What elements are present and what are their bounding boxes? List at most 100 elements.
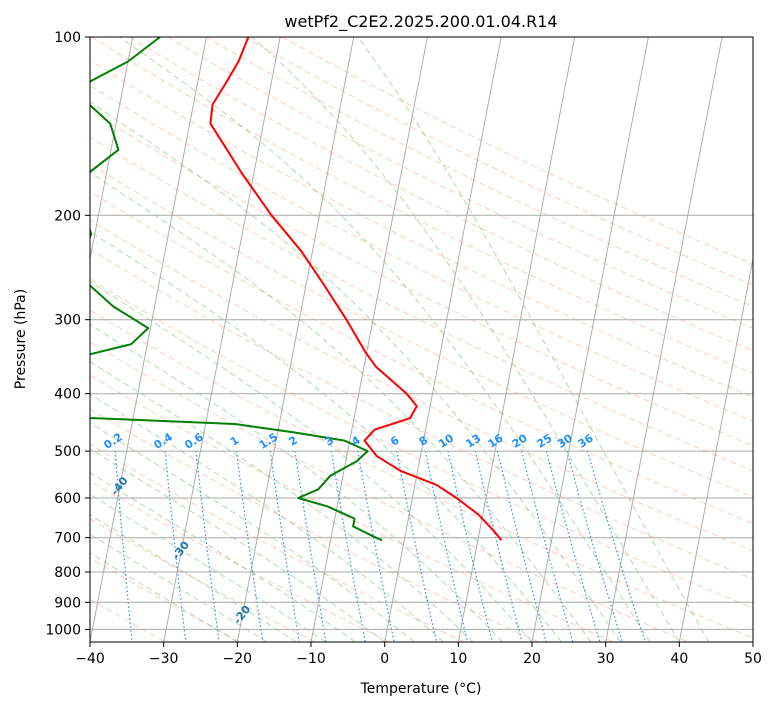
dry-adiabat (281, 37, 753, 265)
mixing-ratio-label: 25 (535, 432, 555, 451)
y-tick-label: 500 (54, 444, 81, 460)
mixing-ratio-label: 1.5 (257, 430, 280, 452)
x-tick-label: −10 (296, 651, 326, 667)
mixing-ratio-line (330, 451, 366, 642)
dry-adiabat (90, 374, 614, 642)
moist-adiabat (90, 493, 326, 642)
mixing-ratio-line (587, 450, 646, 642)
y-tick-label: 700 (54, 531, 81, 547)
x-tick-label: 20 (523, 651, 541, 667)
mixing-ratio-line (474, 450, 523, 642)
dry-adiabat (90, 518, 315, 642)
x-tick-label: 0 (380, 651, 389, 667)
isotherm-label: -20 (231, 603, 254, 627)
mixing-ratio-label: 20 (510, 431, 530, 450)
moist-adiabat (357, 37, 710, 642)
dry-adiabat (90, 408, 540, 642)
background-lines (0, 37, 753, 643)
mixing-ratio-line (496, 450, 547, 642)
mixing-ratio-label: 3 (323, 434, 337, 449)
y-axis: 100 200 300 400 500 600 700 800 900 1000 (45, 30, 90, 638)
mixing-ratio-line (269, 451, 300, 642)
moist-adiabat (90, 280, 533, 642)
dry-adiabat (90, 480, 390, 642)
mixing-ratio-line (114, 451, 133, 642)
y-tick-label: 900 (54, 595, 81, 611)
moist-adiabat (90, 230, 562, 642)
isotherm-label: -30 (170, 538, 193, 562)
sounding-profiles (90, 37, 503, 542)
dry-adiabat (129, 37, 753, 352)
dry-adiabat (90, 341, 689, 642)
y-tick-label: 200 (54, 208, 81, 224)
dry-adiabat (90, 278, 753, 609)
isotherm-line (90, 37, 134, 262)
mixing-ratio-label: 2 (286, 434, 300, 449)
isotherm-line (163, 37, 281, 642)
dry-adiabat (90, 110, 753, 447)
mixing-ratio-line (235, 451, 264, 642)
mixing-ratio-line (424, 450, 469, 642)
y-tick-label: 600 (54, 491, 81, 507)
x-axis-label: Temperature (°C) (360, 681, 482, 697)
y-tick-label: 1000 (45, 622, 81, 638)
dry-adiabat (90, 219, 753, 552)
temperature-profile (209, 37, 503, 541)
x-tick-label: −20 (223, 651, 253, 667)
dry-adiabat (90, 557, 241, 642)
moist-adiabat (90, 552, 238, 642)
isotherm-label: -40 (108, 474, 131, 498)
moist-adiabat (90, 101, 621, 642)
mixing-ratio-line (357, 451, 395, 642)
moist-adiabat (90, 323, 503, 642)
isotherm-line (236, 37, 355, 642)
dewpoint-profile (90, 37, 383, 542)
chart-title: wetPf2_C2E2.2025.200.01.04.R14 (284, 12, 557, 32)
dry-adiabat (90, 84, 753, 422)
mixing-ratio-label: 13 (463, 432, 483, 451)
dry-adiabat (90, 443, 465, 642)
moist-adiabat (90, 171, 592, 642)
mixing-ratio-label: 36 (576, 431, 596, 450)
mixing-ratio-label: 8 (417, 434, 431, 449)
y-tick-label: 400 (54, 387, 81, 403)
mixing-ratio-line (545, 450, 601, 642)
moist-adiabat (118, 37, 651, 642)
x-tick-label: −40 (75, 651, 105, 667)
isotherm-line (310, 37, 428, 642)
plot-frame (89, 36, 754, 643)
mixing-ratio-label: 0.6 (182, 430, 206, 452)
mixing-ratio-line (396, 450, 438, 642)
isotherm-line (752, 639, 753, 642)
dry-adiabat (205, 37, 753, 307)
mixing-ratio-line (195, 451, 220, 642)
mixing-ratio-line (566, 450, 624, 642)
isotherm-line (90, 37, 207, 642)
dry-adiabat (90, 163, 753, 498)
dry-adiabat (90, 309, 753, 639)
mixing-ratio-label: 1 (228, 434, 242, 449)
x-tick-label: 10 (449, 651, 467, 667)
dry-adiabat (90, 59, 753, 398)
moist-adiabat (90, 361, 474, 642)
y-tick-label: 800 (54, 565, 81, 581)
isotherm-line (457, 37, 576, 642)
mixing-ratio-label: 10 (436, 431, 456, 450)
dry-adiabat (90, 248, 753, 580)
line-labels: 0.2 0.4 0.6 1 1.5 2 3 4 6 8 10 13 16 20 25 30 36-40-30-2… (101, 430, 595, 626)
dry-adiabat (167, 37, 753, 329)
moist-adiabat (90, 393, 444, 642)
mixing-ratio-label: 4 (349, 433, 363, 448)
moist-adiabat (90, 533, 268, 642)
dry-adiabat (90, 136, 753, 472)
dry-adiabat (90, 190, 753, 525)
x-axis: −40 −30 −20 −10 0 10 20 30 40 50 (75, 642, 762, 667)
isotherm-line (0, 37, 59, 642)
mixing-ratio-label: 6 (388, 433, 402, 448)
y-axis-label: Pressure (hPa) (13, 289, 29, 389)
isotherm-line (384, 37, 502, 642)
mixing-ratio-line (68, 451, 82, 643)
dry-adiabat (91, 37, 753, 375)
mixing-ratio-label: 0.4 (151, 430, 175, 452)
